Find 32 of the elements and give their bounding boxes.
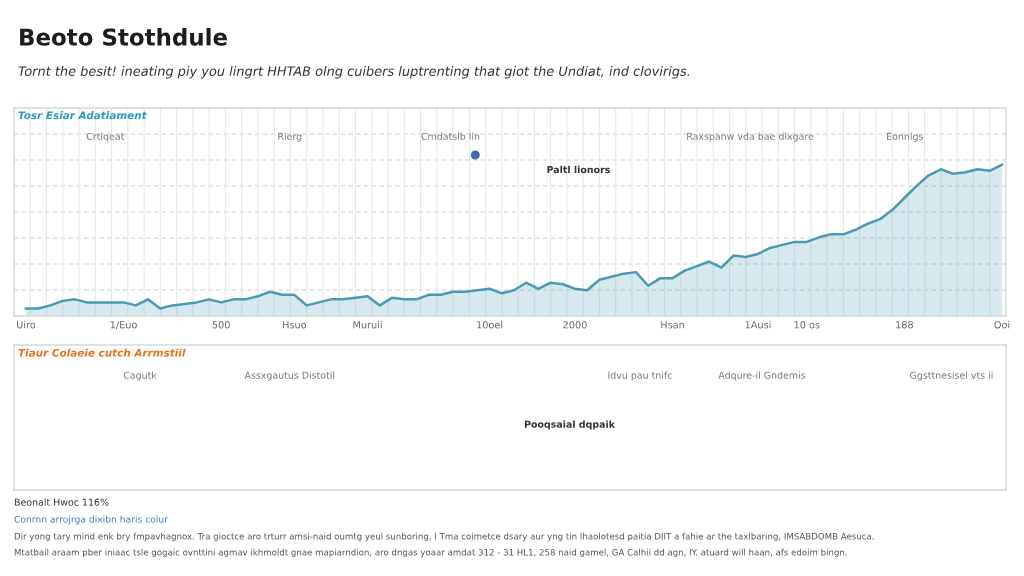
text: Tosr Esiar Adatiament	[18, 111, 147, 120]
x-tick-label: Uiro	[17, 320, 36, 329]
chart-subtitle: Tornt the besit! ineating piy you lingrt HHTAB olng cuibers luptrenting that giot the Undiat, ind clovirigs.	[18, 66, 690, 79]
x-tick-label: Muruii	[353, 320, 382, 329]
text: Rierg	[278, 132, 302, 142]
x-tick-label: 1/Euo	[110, 321, 137, 330]
text: Raxspanw vda bae dixgare	[687, 132, 814, 142]
x-tick-label: 1Ausi	[745, 320, 771, 329]
x-tick-label: Hsuo	[283, 321, 307, 329]
x-tick-label: 10 os	[794, 321, 820, 329]
text: Assxgautus Distotil	[244, 371, 335, 381]
text: Cagutk	[123, 371, 157, 381]
text: Crtiqeat	[86, 132, 125, 142]
text: Cmdatslb lin	[421, 132, 480, 140]
text: Dir yong tary mind enk bry fmpavhagnox. Tra gioctce aro trturr amsi-naid oumtg yeul sunboring, I Tma coimetce dsary aur yng tin Ihaolotesd paitia DIIT a fahie ar the taxlbaring, IMSABDOMB Aesuca.	[14, 532, 874, 542]
text: Beonalt Hwoc 116%	[14, 498, 109, 506]
chart-title: Beoto Stothdule	[20, 28, 227, 46]
x-tick-label: 2000	[563, 321, 587, 329]
x-tick-label: Ooi	[994, 320, 1010, 329]
x-tick-label: 500	[212, 321, 230, 329]
text: Pooqsaial dqpaik	[524, 420, 616, 430]
text: Ggsttnesisel vts ii	[910, 371, 993, 381]
text: Idvu pau tnifc	[608, 371, 672, 381]
text: Adqure-il Gndemis	[718, 371, 806, 381]
text: Eonnigs	[887, 132, 923, 142]
annotation: Paltl lionors	[547, 165, 610, 174]
text: Tiaur Colaeie cutch Arrmstiil	[18, 348, 186, 357]
x-tick-label: Hsan	[661, 321, 684, 329]
x-tick-label: 10oel	[477, 320, 503, 329]
x-tick-label: 188	[896, 321, 913, 329]
text: Mtatbail araam pber iniaac tsle gogaic ovnttini agmav ikhmoldt gnae mapiarndion, aro dngas yoaar amdat 312 - 31 HL1, 258 naid gamel, GA Calhii dd agn, IY. atuard will haan, afs edoim bingn.	[14, 548, 847, 558]
text: Conrnn arrojrga dixibn haris colur	[14, 515, 168, 525]
